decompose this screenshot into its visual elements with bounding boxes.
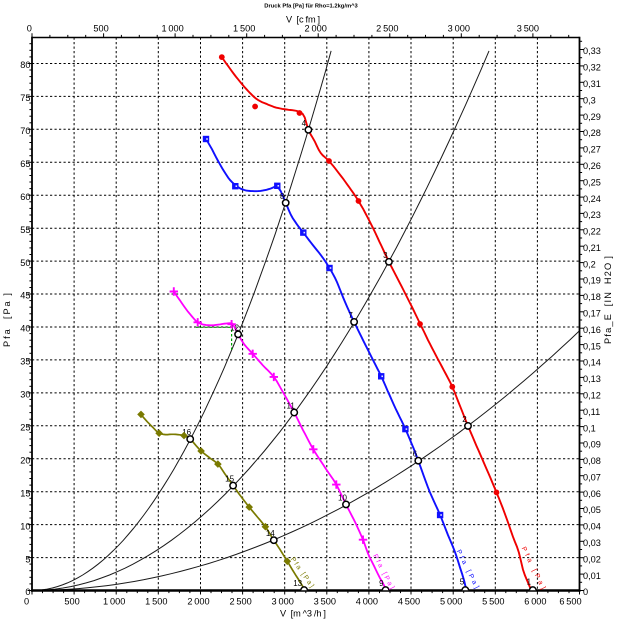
svg-text:2 500: 2 500 <box>229 596 251 606</box>
svg-text:0,02: 0,02 <box>583 554 601 564</box>
svg-text:40: 40 <box>20 324 30 334</box>
svg-text:8: 8 <box>280 192 285 201</box>
svg-text:2: 2 <box>462 415 467 424</box>
svg-text:0,01: 0,01 <box>583 571 601 581</box>
svg-text:0: 0 <box>583 587 588 597</box>
svg-text:1 000: 1 000 <box>161 24 183 34</box>
svg-text:0,19: 0,19 <box>583 276 601 286</box>
svg-text:Druck Pfa [Pa] für Rho=1.2kg/m: Druck Pfa [Pa] für Rho=1.2kg/m^3 <box>264 4 358 10</box>
svg-text:0,33: 0,33 <box>583 46 601 56</box>
svg-text:0,14: 0,14 <box>583 358 601 368</box>
svg-text:5: 5 <box>460 578 465 587</box>
svg-text:0,24: 0,24 <box>583 194 601 204</box>
svg-text:13: 13 <box>293 579 302 588</box>
svg-text:0,25: 0,25 <box>583 177 601 187</box>
svg-text:6 500: 6 500 <box>559 596 581 606</box>
svg-text:0,3: 0,3 <box>583 95 596 105</box>
svg-text:65: 65 <box>20 159 30 169</box>
svg-text:6: 6 <box>413 450 418 459</box>
svg-text:0,06: 0,06 <box>583 489 601 499</box>
svg-text:V [m ^3 /h ]: V [m ^3 /h ] <box>280 609 326 619</box>
svg-text:0,22: 0,22 <box>583 227 601 237</box>
svg-text:0,29: 0,29 <box>583 112 601 122</box>
svg-text:55: 55 <box>20 225 30 235</box>
svg-text:0: 0 <box>27 24 32 34</box>
svg-text:5: 5 <box>25 554 30 564</box>
svg-text:80: 80 <box>20 60 30 70</box>
svg-text:12: 12 <box>230 323 239 332</box>
svg-text:0,08: 0,08 <box>583 456 601 466</box>
svg-text:0,31: 0,31 <box>583 79 601 89</box>
svg-text:0,07: 0,07 <box>583 472 601 482</box>
svg-text:0,21: 0,21 <box>583 243 601 253</box>
svg-text:3 000: 3 000 <box>448 24 470 34</box>
svg-text:0,27: 0,27 <box>583 145 601 155</box>
svg-text:0,11: 0,11 <box>583 407 600 417</box>
svg-text:30: 30 <box>20 390 30 400</box>
svg-text:0,32: 0,32 <box>583 63 601 73</box>
svg-text:V [c fm ]: V [c fm ] <box>286 15 320 25</box>
svg-text:0,18: 0,18 <box>583 292 601 302</box>
svg-text:10: 10 <box>338 493 347 502</box>
svg-text:75: 75 <box>20 93 30 103</box>
svg-text:9: 9 <box>379 579 384 588</box>
svg-text:10: 10 <box>20 521 30 531</box>
svg-text:1 000: 1 000 <box>103 596 125 606</box>
svg-text:0: 0 <box>25 587 30 597</box>
svg-text:14: 14 <box>266 529 275 538</box>
svg-text:Pfa [Pa ]: Pfa [Pa ] <box>2 293 12 347</box>
svg-text:0,23: 0,23 <box>583 210 601 220</box>
svg-text:500: 500 <box>93 24 108 34</box>
svg-text:35: 35 <box>20 357 30 367</box>
svg-text:Pfa_E [IN H2O ]: Pfa_E [IN H2O ] <box>603 256 613 344</box>
svg-text:0,28: 0,28 <box>583 128 601 138</box>
svg-text:0,1: 0,1 <box>583 423 596 433</box>
svg-text:0,09: 0,09 <box>583 440 601 450</box>
svg-text:3 500: 3 500 <box>517 24 539 34</box>
svg-text:4 000: 4 000 <box>356 596 378 606</box>
svg-text:0,17: 0,17 <box>583 309 601 319</box>
svg-text:0,26: 0,26 <box>583 161 601 171</box>
svg-text:0: 0 <box>24 596 29 606</box>
svg-text:0,2: 0,2 <box>583 259 596 269</box>
svg-text:60: 60 <box>20 192 30 202</box>
svg-text:45: 45 <box>20 291 30 301</box>
svg-text:1 500: 1 500 <box>233 24 255 34</box>
svg-text:4: 4 <box>302 119 307 128</box>
svg-text:0,12: 0,12 <box>583 391 601 401</box>
svg-text:0,03: 0,03 <box>583 538 601 548</box>
svg-text:70: 70 <box>20 126 30 136</box>
svg-text:4 500: 4 500 <box>398 596 420 606</box>
svg-text:0,05: 0,05 <box>583 505 601 515</box>
svg-text:25: 25 <box>20 423 30 433</box>
svg-text:3: 3 <box>383 251 388 260</box>
svg-text:1: 1 <box>527 578 532 587</box>
svg-text:500: 500 <box>64 596 79 606</box>
svg-text:20: 20 <box>20 455 30 465</box>
svg-text:16: 16 <box>182 428 191 437</box>
svg-text:0,15: 0,15 <box>583 341 601 351</box>
svg-text:15: 15 <box>20 488 30 498</box>
svg-text:1 500: 1 500 <box>145 596 167 606</box>
svg-text:0,16: 0,16 <box>583 325 601 335</box>
svg-text:0,13: 0,13 <box>583 374 601 384</box>
svg-text:3 500: 3 500 <box>314 596 336 606</box>
svg-text:3 000: 3 000 <box>272 596 294 606</box>
svg-text:11: 11 <box>287 402 296 411</box>
svg-text:7: 7 <box>348 311 353 320</box>
svg-text:15: 15 <box>225 475 234 484</box>
svg-text:2 000: 2 000 <box>305 24 327 34</box>
svg-text:5 000: 5 000 <box>440 596 462 606</box>
svg-text:2 500: 2 500 <box>376 24 398 34</box>
svg-text:6 000: 6 000 <box>524 596 546 606</box>
svg-text:0,04: 0,04 <box>583 522 601 532</box>
svg-text:2 000: 2 000 <box>187 596 209 606</box>
svg-text:50: 50 <box>20 258 30 268</box>
svg-text:5 500: 5 500 <box>482 596 504 606</box>
